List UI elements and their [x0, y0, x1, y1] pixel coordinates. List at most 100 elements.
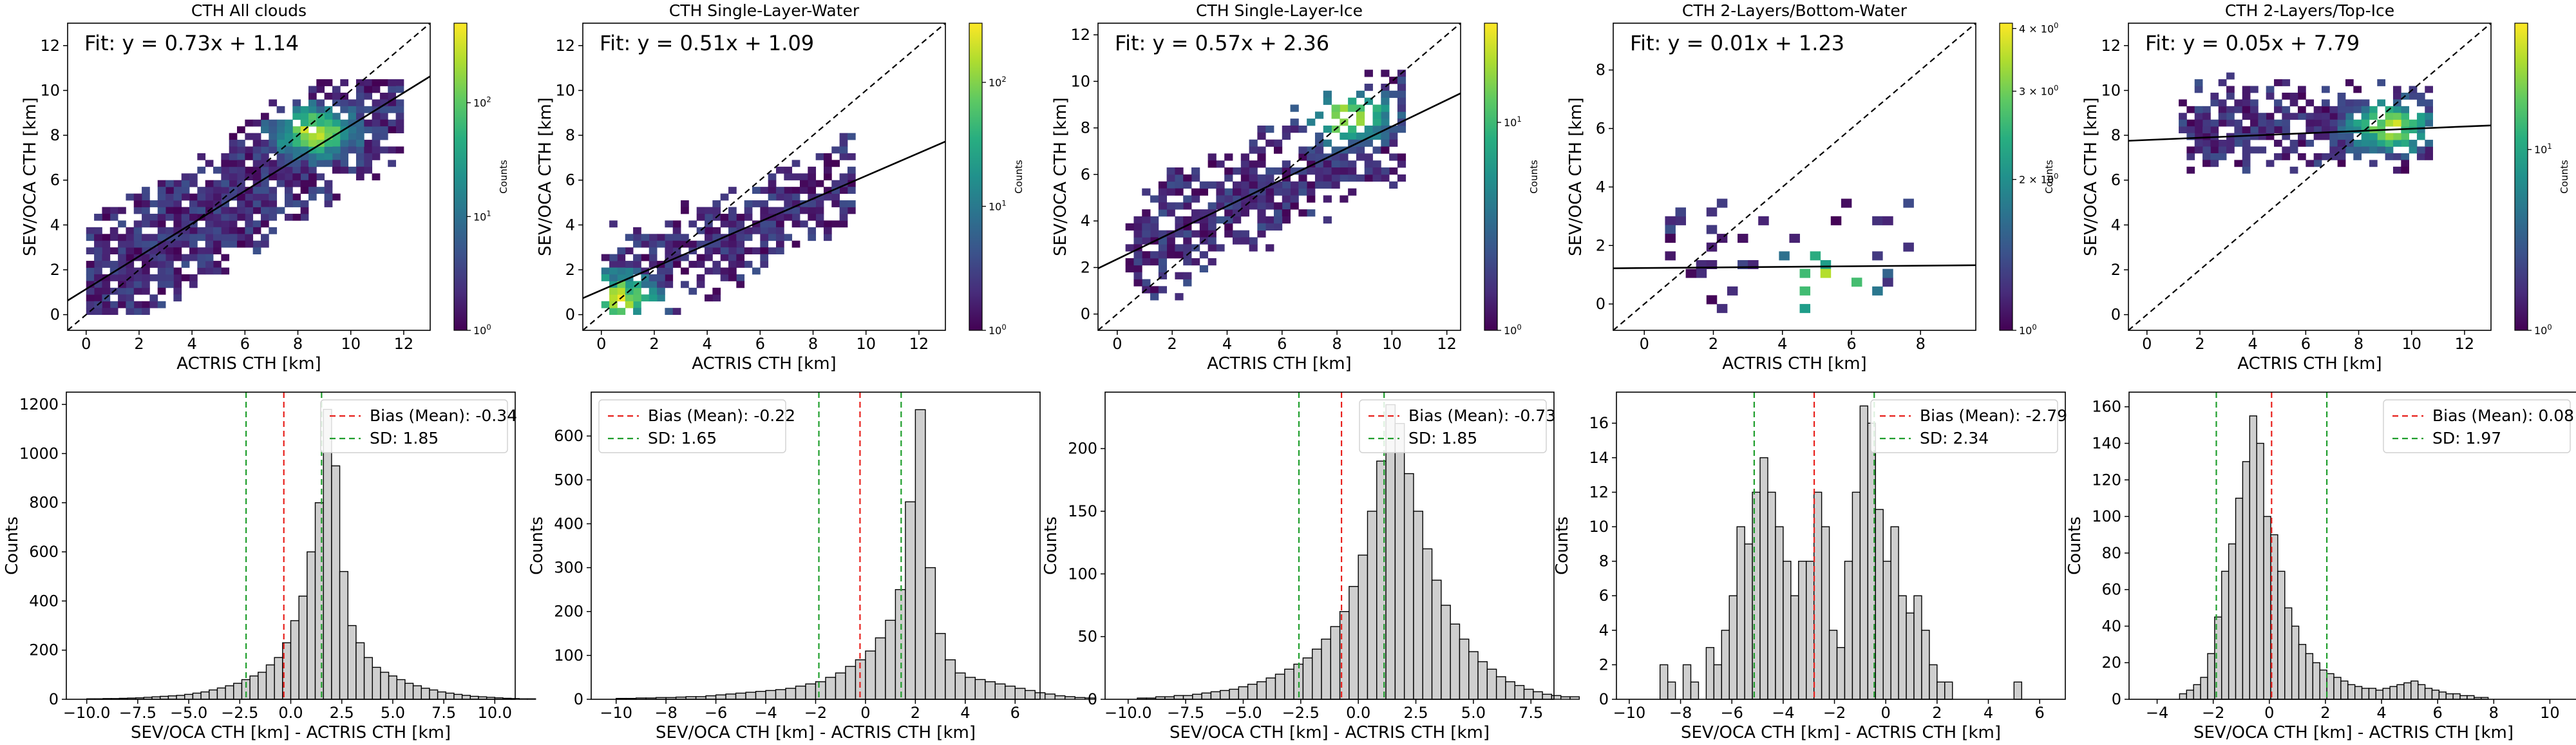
density-cell [2377, 99, 2386, 107]
density-cell [372, 99, 381, 107]
density-cell [665, 261, 674, 268]
density-cell [2298, 86, 2306, 93]
density-cell [1298, 188, 1307, 196]
histogram-bar [1450, 623, 1461, 700]
density-cell [142, 207, 150, 214]
density-cell [847, 207, 856, 214]
density-cell [2409, 126, 2418, 134]
histogram-bar [1744, 543, 1753, 700]
density-cell [324, 113, 333, 120]
density-cell [2337, 119, 2346, 127]
density-cell [728, 240, 737, 248]
density-cell [300, 173, 309, 181]
density-cell [1364, 139, 1373, 147]
density-cell [2361, 146, 2370, 154]
density-cell [308, 113, 317, 120]
x-tick-label: 8 [808, 335, 818, 353]
density-cell [705, 294, 713, 302]
density-cell [221, 254, 230, 261]
density-cell [2226, 72, 2235, 80]
density-cell [364, 86, 372, 93]
histogram-bar [1821, 526, 1830, 700]
density-cell [1199, 209, 1209, 217]
density-cell [760, 213, 769, 221]
density-cell [1240, 195, 1249, 203]
density-cell [2321, 133, 2330, 140]
density-cell [2258, 126, 2267, 134]
density-cell [284, 200, 293, 207]
density-cell [324, 200, 333, 207]
y-axis-label: Counts [1553, 516, 1572, 575]
density-cell [760, 207, 769, 214]
density-cell [839, 146, 848, 154]
plot-frame [582, 23, 946, 331]
density-cell [2250, 119, 2259, 127]
density-cell [1314, 181, 1324, 189]
y-tick-label: 0 [50, 306, 60, 324]
density-cell [823, 166, 832, 174]
histogram-bar [1828, 630, 1838, 700]
density-cell [142, 193, 150, 201]
density-cell [157, 274, 166, 281]
density-cell [1150, 258, 1159, 266]
density-cell [2210, 119, 2219, 127]
density-cell [688, 287, 697, 295]
density-cell [791, 193, 800, 201]
density-cell [1240, 153, 1249, 161]
density-cell [260, 234, 269, 241]
histogram-bar [2375, 690, 2383, 700]
histogram-bar [363, 657, 373, 700]
density-cell [1397, 174, 1406, 182]
density-cell [1381, 70, 1390, 77]
density-cell [672, 220, 681, 228]
density-cell [173, 267, 182, 275]
histogram-bar [2179, 693, 2188, 700]
density-cell [728, 187, 737, 194]
density-cell [2186, 153, 2195, 160]
density-cell [2250, 113, 2259, 120]
density-cell [1665, 251, 1676, 261]
density-cell [149, 200, 158, 207]
density-cell [102, 207, 111, 214]
y-tick-label: 4 [1596, 178, 1605, 196]
density-cell [133, 274, 142, 281]
density-cell [2321, 153, 2330, 160]
density-cell [2385, 119, 2394, 127]
density-cell [712, 287, 721, 295]
histogram-bar [775, 689, 786, 700]
density-cell [118, 240, 126, 248]
density-cell [237, 153, 245, 160]
density-cell [252, 166, 261, 174]
density-cell [2282, 119, 2291, 127]
density-cell [1314, 132, 1324, 140]
density-cell [2409, 146, 2418, 154]
density-cell [229, 140, 238, 147]
density-cell [2194, 126, 2203, 134]
histogram-bar [1477, 661, 1488, 700]
density-cell [2313, 119, 2322, 127]
density-cell [2345, 119, 2354, 127]
density-cell [1199, 251, 1209, 259]
density-cell [1249, 167, 1258, 175]
density-cell [1872, 251, 1883, 261]
density-cell [109, 247, 118, 255]
density-cell [316, 146, 325, 154]
density-cell [808, 200, 817, 207]
density-cell [2416, 133, 2425, 140]
y-tick-label: 2 [2111, 261, 2121, 279]
density-cell [364, 106, 372, 113]
density-cell [705, 207, 713, 214]
density-cell [126, 308, 135, 316]
x-tick-label: 8 [1916, 335, 1926, 353]
density-cell [379, 126, 388, 134]
density-cell [2202, 153, 2211, 160]
density-cell [1364, 83, 1373, 91]
density-cell [364, 92, 372, 100]
density-cell [189, 173, 198, 181]
density-cell [102, 213, 111, 221]
density-cell [173, 240, 182, 248]
density-cell [681, 234, 689, 241]
histogram-bar [1311, 648, 1322, 700]
density-cell [142, 247, 150, 255]
